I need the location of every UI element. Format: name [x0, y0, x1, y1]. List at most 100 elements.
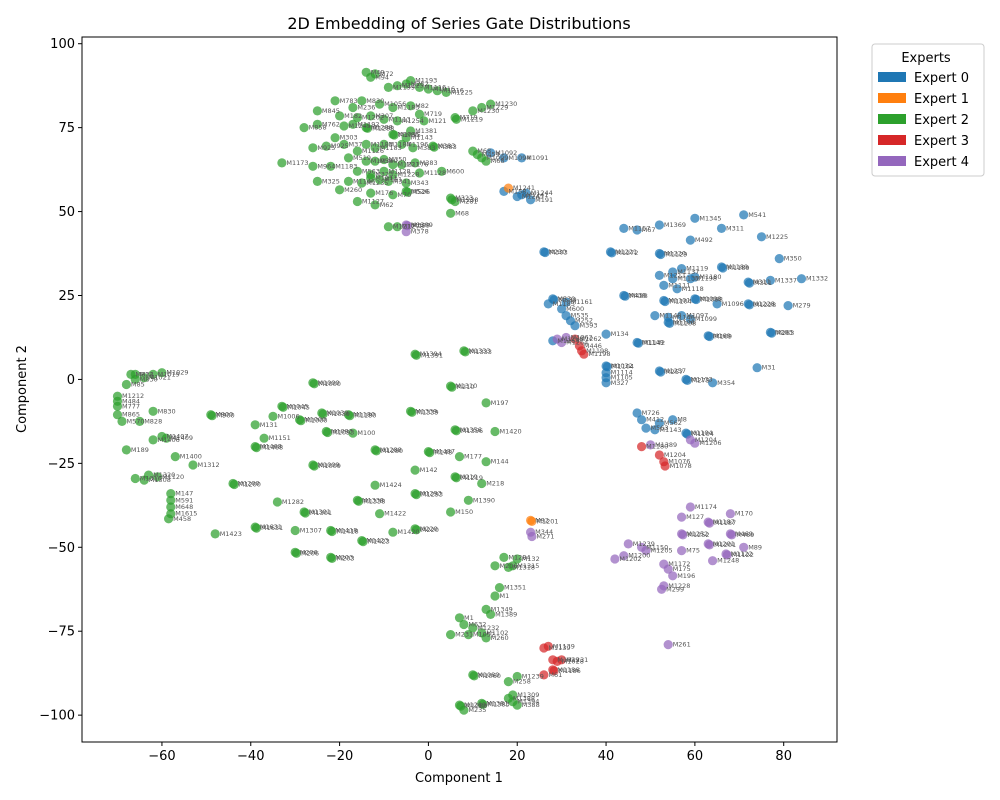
point-label: M1029 [166, 369, 188, 377]
point-label: M832 [135, 370, 153, 378]
point-label: M1106 [673, 318, 695, 326]
scatter-point [388, 170, 398, 180]
scatter-point [410, 465, 420, 475]
point-label: M1126 [362, 147, 384, 155]
scatter-point [308, 161, 318, 171]
point-label: M189 [131, 446, 149, 454]
point-label: M535 [571, 312, 589, 320]
scatter-point [272, 497, 282, 507]
scatter-point [309, 379, 319, 389]
scatter-point [383, 222, 393, 232]
point-label: M1192 [357, 120, 379, 128]
scatter-point [121, 445, 131, 455]
point-label: M1108 [674, 319, 696, 327]
scatter-point [251, 523, 262, 533]
scatter-point [503, 183, 513, 193]
scatter-point [296, 416, 306, 426]
point-label: M1200 [238, 480, 260, 488]
point-label: M147 [175, 490, 193, 498]
point-label: M1231 [566, 656, 588, 664]
scatter-point [725, 509, 736, 519]
scatter-point [481, 633, 491, 643]
point-label: M61 [548, 671, 562, 679]
point-label: M1244 [531, 189, 553, 197]
point-label: M1284 [508, 553, 530, 561]
point-label: M1202 [362, 114, 384, 122]
point-label: M1032 [611, 362, 633, 370]
point-label: M1245 [349, 122, 371, 130]
x-tick-label: 20 [509, 749, 526, 764]
scatter-point [490, 561, 500, 571]
scatter-point [397, 139, 407, 149]
scatter-point [512, 554, 522, 564]
point-label: M260 [491, 634, 509, 642]
scatter-point [454, 452, 465, 462]
scatter-point [277, 158, 287, 168]
point-label: M258 [513, 678, 531, 686]
scatter-point [410, 158, 420, 168]
point-label: M1019 [158, 370, 180, 378]
point-label: M68 [477, 147, 491, 155]
scatter-point [401, 178, 411, 188]
scatter-point [148, 435, 158, 445]
point-label: M323 [455, 194, 473, 202]
scatter-point [619, 223, 629, 233]
scatter-point [543, 641, 553, 651]
scatter-point [379, 139, 389, 149]
scatter-point [419, 116, 429, 126]
scatter-point [459, 705, 469, 715]
point-label: M170 [735, 510, 753, 518]
point-label: M1091 [526, 154, 548, 162]
scatter-point [121, 379, 131, 390]
point-label: M1337 [775, 276, 797, 284]
point-label: M1400 [180, 453, 202, 461]
point-label: M281 [460, 198, 478, 206]
point-label: M1228 [397, 171, 419, 179]
scatter-point [540, 247, 550, 258]
scatter-point [517, 153, 527, 163]
scatter-point [318, 409, 328, 419]
point-label: M828 [144, 417, 162, 425]
point-label: M1420 [500, 428, 522, 436]
point-label: M283 [775, 328, 793, 336]
scatter-point [446, 630, 456, 640]
point-label: M1060 [479, 672, 501, 680]
point-label: M1129 [665, 251, 687, 259]
point-label: M1333 [468, 347, 490, 355]
point-label: M530 [557, 295, 575, 303]
point-label: M412 [646, 416, 664, 424]
x-axis-label: Component 1 [415, 771, 503, 786]
point-label: M1201 [714, 541, 736, 549]
scatter-point [451, 473, 461, 483]
scatter-point [557, 304, 567, 314]
scatter-point [366, 173, 376, 183]
scatter-point [620, 291, 630, 301]
point-label: M150 [455, 508, 473, 516]
point-label: M1394 [420, 350, 442, 358]
scatter-point [490, 591, 500, 601]
scatter-point [406, 76, 416, 86]
point-label: M777 [122, 402, 140, 410]
scatter-point [677, 264, 687, 274]
point-label: M1310 [455, 382, 477, 390]
scatter-point [446, 507, 456, 517]
legend-entry-label: Expert 1 [914, 92, 969, 107]
point-label: M1173 [286, 159, 308, 167]
point-label: M1308 [149, 476, 171, 484]
point-label: M459 [482, 151, 500, 159]
point-label: M1356 [461, 427, 483, 435]
scatter-point [126, 369, 136, 379]
x-tick-label: −20 [326, 749, 353, 764]
point-label: M1111 [668, 281, 690, 289]
scatter-point [425, 448, 435, 458]
y-axis-ticks: −100 −75 −50 −25 0 25 50 75 100 [39, 37, 82, 724]
point-label: M231 [455, 631, 473, 639]
point-label: M1332 [806, 275, 828, 283]
scatter-point [660, 461, 670, 471]
scatter-point [411, 490, 421, 500]
scatter-point [654, 270, 665, 280]
point-label: M1278 [402, 223, 424, 231]
scatter-point [477, 102, 487, 113]
point-label: M600 [446, 167, 464, 175]
point-label: M1093 [331, 428, 353, 436]
